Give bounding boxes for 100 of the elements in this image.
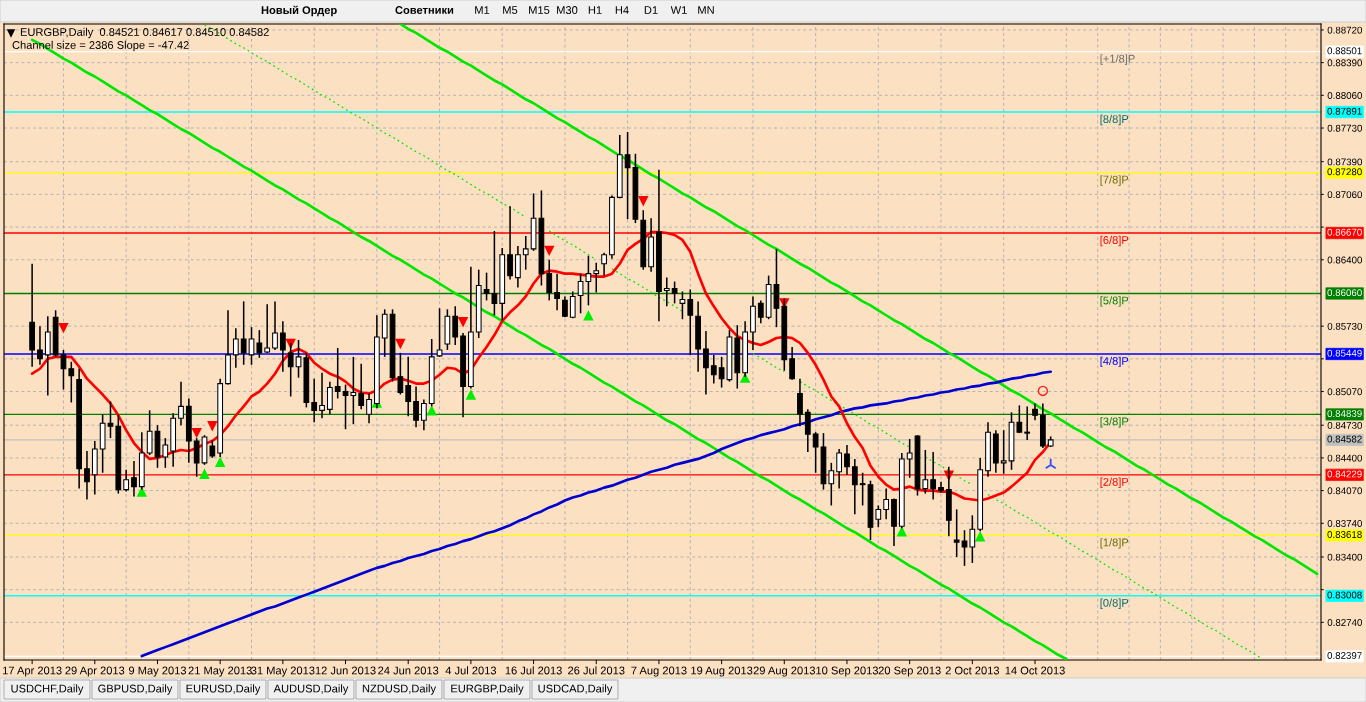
x-tick-label: 20 Sep 2013 <box>878 666 941 677</box>
candlestick <box>844 444 850 476</box>
ref-line-label: 0.84582 <box>1327 435 1362 443</box>
candlestick <box>757 299 764 324</box>
x-tick-label: 14 Oct 2013 <box>1005 666 1065 675</box>
y-tick-label: 0.84070 <box>1327 487 1363 495</box>
candlestick <box>232 327 239 369</box>
candlestick <box>319 371 325 420</box>
y-tick-label: 0.83740 <box>1327 520 1363 527</box>
x-tick-label: 16 Jul 2013 <box>505 666 562 675</box>
candlestick <box>515 245 521 289</box>
y-tick-label: 0.86400 <box>1327 256 1363 264</box>
x-tick-label: 29 Aug 2013 <box>753 666 816 677</box>
ref-line-label: 0.86670 <box>1327 228 1362 236</box>
candlestick <box>452 305 459 346</box>
y-tick-label: 0.84400 <box>1327 454 1363 462</box>
y-tick-label: 0.85730 <box>1327 322 1363 330</box>
line-series <box>140 370 1053 658</box>
text: W1 <box>670 6 687 14</box>
y-tick-label: 0.88060 <box>1327 92 1363 99</box>
candlestick <box>1000 429 1007 475</box>
candlestick <box>789 346 795 381</box>
point <box>426 405 437 416</box>
candlestick <box>123 469 130 493</box>
point <box>457 316 469 328</box>
ref-line-label: 0.87280 <box>1327 168 1362 176</box>
y-tick-label: 0.87060 <box>1327 191 1363 199</box>
candlestick <box>421 398 427 431</box>
candlestick <box>413 385 419 428</box>
point <box>974 530 986 542</box>
candlestick <box>405 356 412 418</box>
y-tick-label: 0.88390 <box>1327 59 1363 67</box>
x-tick-label: 10 Sep 2013 <box>816 666 878 677</box>
text: GBPUSD,Daily <box>98 684 173 695</box>
point <box>638 196 649 207</box>
text: M30 <box>557 6 578 14</box>
point <box>214 456 226 468</box>
candlestick <box>507 205 513 281</box>
x-tick-label: 24 Jun 2013 <box>378 666 439 675</box>
ref-line-label: 0.83008 <box>1327 591 1362 599</box>
candlestick <box>710 354 717 385</box>
candlestick <box>828 462 835 507</box>
candlestick <box>671 280 678 305</box>
candlestick <box>366 392 372 424</box>
annotation: [1/8]P <box>1100 538 1129 549</box>
candlestick <box>131 460 137 498</box>
x-tick-label: 21 May 2013 <box>188 666 252 677</box>
ref-line-label: 0.85449 <box>1327 349 1362 357</box>
text: EURGBP,Daily <box>451 684 524 695</box>
point <box>58 322 69 334</box>
x-tick-label: 7 Aug 2013 <box>631 666 687 677</box>
candlestick <box>381 308 388 358</box>
annotation: [+1/8]P <box>1100 54 1135 65</box>
y-tick-label: 0.85070 <box>1327 388 1363 396</box>
text: M5 <box>503 6 518 14</box>
x-tick-label: 26 Jul 2013 <box>568 666 625 675</box>
y-tick-label: 0.87390 <box>1327 158 1363 166</box>
candlestick <box>162 437 169 469</box>
point <box>199 468 210 479</box>
text: Советники <box>395 6 454 14</box>
ref-line-label: 0.83618 <box>1327 531 1362 538</box>
annotation: [0/8]P <box>1100 598 1129 609</box>
point <box>207 421 218 432</box>
chart-title: EURGBP,Daily 0.84521 0.84617 0.84510 0.84582 <box>20 27 269 39</box>
candlestick <box>334 347 341 400</box>
candlestick <box>264 303 271 354</box>
annotation: [7/8]P <box>1100 175 1129 186</box>
x-tick-label: 4 Jul 2013 <box>445 666 497 675</box>
candlestick <box>703 330 709 396</box>
candlestick <box>272 300 278 351</box>
y-tick-label: 0.87730 <box>1327 124 1363 132</box>
candlestick <box>930 451 937 501</box>
x-tick-label: 12 Jun 2013 <box>315 666 376 675</box>
candlestick <box>883 487 890 521</box>
y-tick-label: 0.84730 <box>1327 421 1363 429</box>
candlestick <box>1024 405 1031 441</box>
x-tick-label: 9 May 2013 <box>128 666 187 677</box>
text: D1 <box>644 6 658 14</box>
x-tick-label: 17 Apr 2013 <box>3 666 62 677</box>
candlestick <box>44 315 51 397</box>
ref-line-label: 0.82397 <box>1327 652 1362 659</box>
text: M15 <box>529 6 550 14</box>
candlestick <box>522 235 529 271</box>
x-tick-label: 2 Oct 2013 <box>945 666 1000 675</box>
candlestick <box>663 276 670 308</box>
candlestick <box>836 448 843 490</box>
point <box>395 338 406 350</box>
candlestick <box>554 272 560 312</box>
candlestick <box>240 300 247 366</box>
annotation: [2/8]P <box>1100 477 1129 488</box>
candlestick <box>178 380 184 426</box>
text: M1 <box>475 6 490 14</box>
x-tick-label: 19 Aug 2013 <box>691 666 753 677</box>
candlestick <box>326 380 333 416</box>
candlestick <box>546 259 553 302</box>
line-series <box>399 24 1319 576</box>
candlestick <box>922 449 929 495</box>
candlestick <box>679 290 686 320</box>
text: USDCAD,Daily <box>538 684 613 695</box>
text: MN <box>698 6 714 14</box>
